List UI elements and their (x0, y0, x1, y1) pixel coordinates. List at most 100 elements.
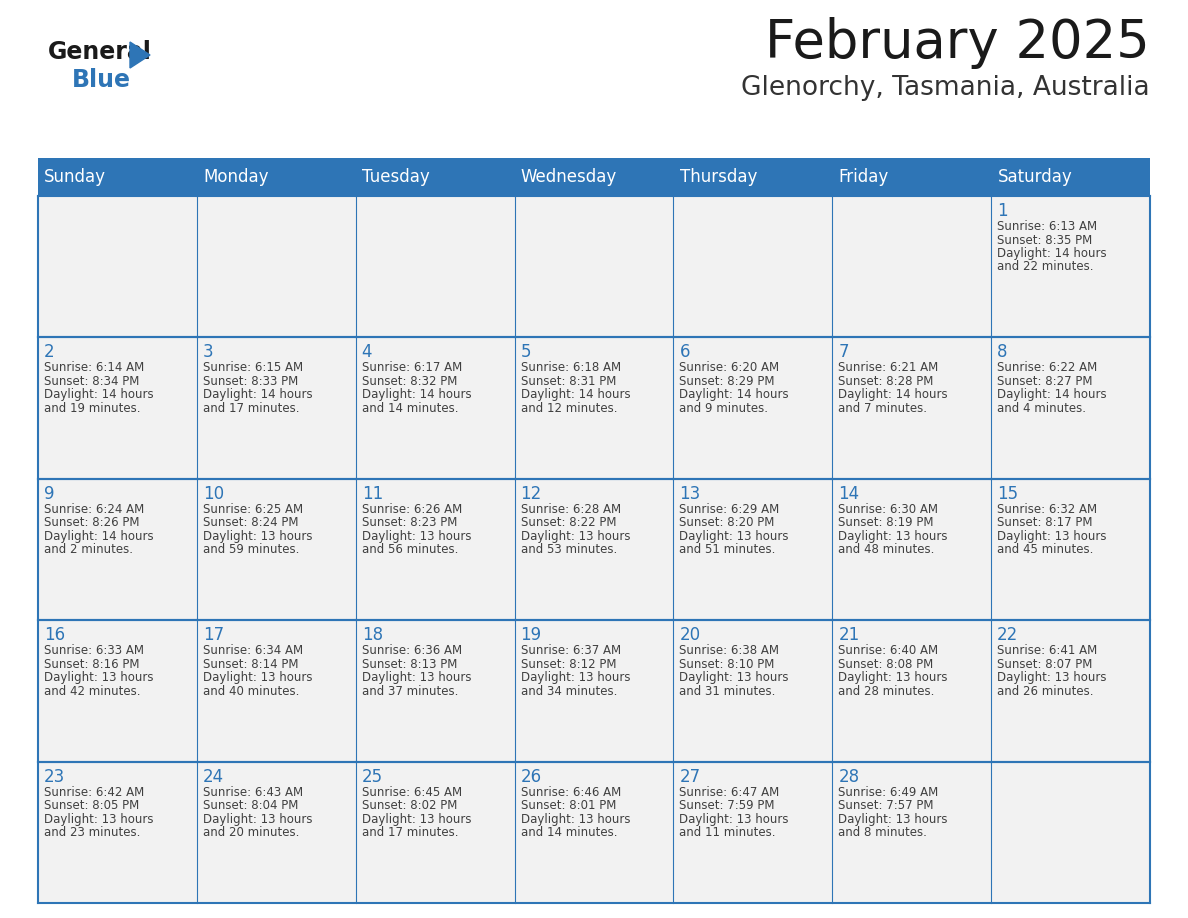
Text: Daylight: 14 hours: Daylight: 14 hours (839, 388, 948, 401)
Text: 21: 21 (839, 626, 860, 644)
Text: and 7 minutes.: and 7 minutes. (839, 402, 928, 415)
Text: 22: 22 (997, 626, 1018, 644)
Text: Daylight: 13 hours: Daylight: 13 hours (44, 812, 153, 825)
Text: Sunrise: 6:36 AM: Sunrise: 6:36 AM (361, 644, 462, 657)
Text: Daylight: 13 hours: Daylight: 13 hours (520, 671, 630, 684)
Text: and 37 minutes.: and 37 minutes. (361, 685, 459, 698)
Text: Daylight: 13 hours: Daylight: 13 hours (997, 671, 1107, 684)
Text: Sunrise: 6:20 AM: Sunrise: 6:20 AM (680, 362, 779, 375)
Text: and 53 minutes.: and 53 minutes. (520, 543, 617, 556)
Text: and 56 minutes.: and 56 minutes. (361, 543, 459, 556)
Text: and 40 minutes.: and 40 minutes. (203, 685, 299, 698)
Bar (38, 479, 197, 621)
Bar (38, 158, 1150, 196)
Text: Daylight: 13 hours: Daylight: 13 hours (839, 530, 948, 543)
Text: Sunset: 8:31 PM: Sunset: 8:31 PM (520, 375, 615, 388)
Bar (991, 196, 1150, 338)
Text: Sunset: 8:33 PM: Sunset: 8:33 PM (203, 375, 298, 388)
Text: Sunrise: 6:49 AM: Sunrise: 6:49 AM (839, 786, 939, 799)
Text: Sunset: 8:35 PM: Sunset: 8:35 PM (997, 233, 1093, 247)
Bar (38, 338, 197, 479)
Text: Sunrise: 6:40 AM: Sunrise: 6:40 AM (839, 644, 939, 657)
Text: Daylight: 13 hours: Daylight: 13 hours (44, 671, 153, 684)
Text: Sunset: 8:16 PM: Sunset: 8:16 PM (44, 657, 139, 671)
Text: February 2025: February 2025 (765, 17, 1150, 69)
Bar (197, 479, 355, 621)
Bar (833, 762, 991, 903)
Text: Sunset: 8:28 PM: Sunset: 8:28 PM (839, 375, 934, 388)
Text: Monday: Monday (203, 168, 268, 186)
Text: and 31 minutes.: and 31 minutes. (680, 685, 776, 698)
Bar (197, 621, 355, 762)
Text: 15: 15 (997, 485, 1018, 503)
Text: 6: 6 (680, 343, 690, 362)
Text: Sunrise: 6:32 AM: Sunrise: 6:32 AM (997, 503, 1098, 516)
Text: and 34 minutes.: and 34 minutes. (520, 685, 617, 698)
Text: Sunset: 8:08 PM: Sunset: 8:08 PM (839, 657, 934, 671)
Text: Daylight: 13 hours: Daylight: 13 hours (680, 671, 789, 684)
Text: 3: 3 (203, 343, 214, 362)
Text: and 51 minutes.: and 51 minutes. (680, 543, 776, 556)
Text: Sunset: 8:26 PM: Sunset: 8:26 PM (44, 516, 139, 530)
Text: Sunrise: 6:38 AM: Sunrise: 6:38 AM (680, 644, 779, 657)
Text: and 4 minutes.: and 4 minutes. (997, 402, 1086, 415)
Text: 20: 20 (680, 626, 701, 644)
Text: and 42 minutes.: and 42 minutes. (44, 685, 140, 698)
Text: Sunrise: 6:43 AM: Sunrise: 6:43 AM (203, 786, 303, 799)
Text: 24: 24 (203, 767, 225, 786)
Text: and 2 minutes.: and 2 minutes. (44, 543, 133, 556)
Text: Sunset: 8:29 PM: Sunset: 8:29 PM (680, 375, 775, 388)
Text: Sunset: 8:17 PM: Sunset: 8:17 PM (997, 516, 1093, 530)
Text: and 22 minutes.: and 22 minutes. (997, 261, 1094, 274)
Text: 12: 12 (520, 485, 542, 503)
Text: Daylight: 13 hours: Daylight: 13 hours (361, 671, 472, 684)
Text: Sunset: 8:34 PM: Sunset: 8:34 PM (44, 375, 139, 388)
Text: Sunrise: 6:34 AM: Sunrise: 6:34 AM (203, 644, 303, 657)
Text: and 48 minutes.: and 48 minutes. (839, 543, 935, 556)
Bar (197, 762, 355, 903)
Bar (833, 479, 991, 621)
Text: 18: 18 (361, 626, 383, 644)
Bar (674, 196, 833, 338)
Text: and 20 minutes.: and 20 minutes. (203, 826, 299, 839)
Text: Blue: Blue (72, 68, 131, 92)
Text: Daylight: 13 hours: Daylight: 13 hours (203, 671, 312, 684)
Text: Thursday: Thursday (680, 168, 757, 186)
Bar (991, 338, 1150, 479)
Text: Sunrise: 6:14 AM: Sunrise: 6:14 AM (44, 362, 144, 375)
Text: 19: 19 (520, 626, 542, 644)
Bar (355, 479, 514, 621)
Text: Sunrise: 6:13 AM: Sunrise: 6:13 AM (997, 220, 1098, 233)
Text: Daylight: 13 hours: Daylight: 13 hours (839, 671, 948, 684)
Text: and 28 minutes.: and 28 minutes. (839, 685, 935, 698)
Bar (833, 338, 991, 479)
Text: Daylight: 13 hours: Daylight: 13 hours (839, 812, 948, 825)
Text: Daylight: 14 hours: Daylight: 14 hours (44, 530, 153, 543)
Polygon shape (129, 42, 150, 68)
Text: 4: 4 (361, 343, 372, 362)
Text: 27: 27 (680, 767, 701, 786)
Text: Sunrise: 6:42 AM: Sunrise: 6:42 AM (44, 786, 144, 799)
Bar (514, 479, 674, 621)
Text: Sunset: 8:12 PM: Sunset: 8:12 PM (520, 657, 617, 671)
Text: Daylight: 13 hours: Daylight: 13 hours (680, 530, 789, 543)
Text: and 45 minutes.: and 45 minutes. (997, 543, 1093, 556)
Text: Sunset: 8:14 PM: Sunset: 8:14 PM (203, 657, 298, 671)
Text: Sunset: 8:23 PM: Sunset: 8:23 PM (361, 516, 457, 530)
Text: and 8 minutes.: and 8 minutes. (839, 826, 927, 839)
Text: 1: 1 (997, 202, 1007, 220)
Text: Sunrise: 6:24 AM: Sunrise: 6:24 AM (44, 503, 144, 516)
Text: 23: 23 (44, 767, 65, 786)
Text: Daylight: 13 hours: Daylight: 13 hours (997, 530, 1107, 543)
Text: Sunrise: 6:25 AM: Sunrise: 6:25 AM (203, 503, 303, 516)
Bar (514, 621, 674, 762)
Text: Daylight: 14 hours: Daylight: 14 hours (997, 247, 1107, 260)
Text: Sunset: 8:13 PM: Sunset: 8:13 PM (361, 657, 457, 671)
Bar (197, 338, 355, 479)
Text: Sunset: 8:10 PM: Sunset: 8:10 PM (680, 657, 775, 671)
Text: Daylight: 13 hours: Daylight: 13 hours (361, 812, 472, 825)
Text: Saturday: Saturday (998, 168, 1073, 186)
Bar (674, 479, 833, 621)
Text: Sunrise: 6:18 AM: Sunrise: 6:18 AM (520, 362, 620, 375)
Text: and 19 minutes.: and 19 minutes. (44, 402, 140, 415)
